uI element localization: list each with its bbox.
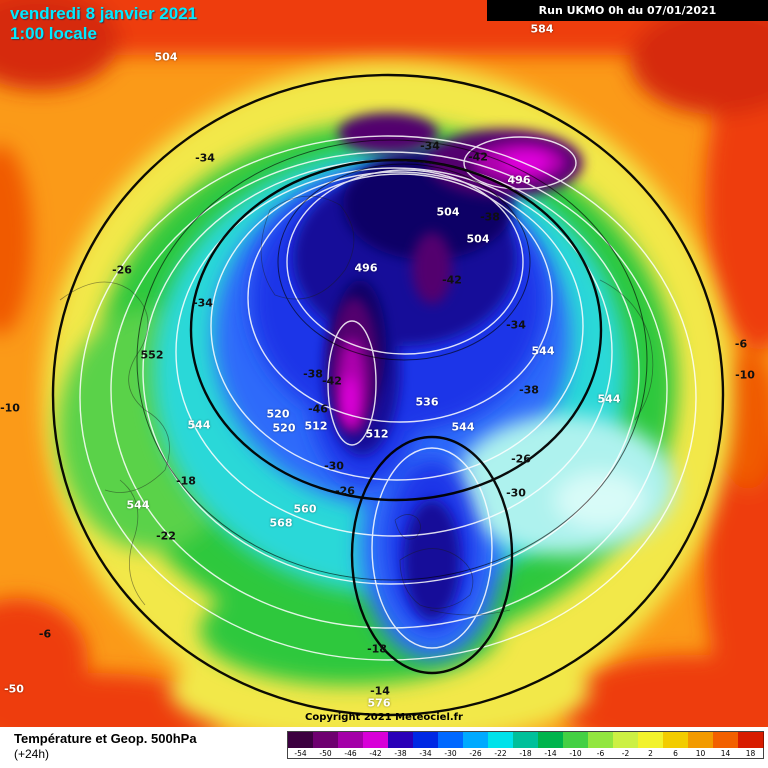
scale-swatch (662, 732, 689, 748)
map-header: vendredi 8 janvier 2021 1:00 locale (10, 4, 197, 43)
map-canvas: 504 584 -34 -34 -42 496 504 -38 504 -26 496 -42 -34-… (0, 0, 768, 728)
scale-value: -38 (394, 749, 407, 758)
scale-swatch (487, 732, 514, 748)
scale-value: -22 (494, 749, 507, 758)
scale-swatch (537, 732, 564, 748)
scale-segment: -22 (487, 732, 514, 758)
scale-swatch (612, 732, 639, 748)
scale-swatch (687, 732, 714, 748)
scale-value: -2 (621, 749, 630, 758)
scale-value: 2 (648, 749, 653, 758)
scale-segment: -34 (412, 732, 439, 758)
scale-value: -42 (369, 749, 382, 758)
scale-segment: 14 (712, 732, 739, 758)
scale-swatch (587, 732, 614, 748)
scale-segment: 2 (637, 732, 664, 758)
scale-segment: -38 (387, 732, 414, 758)
scale-segment: -6 (587, 732, 614, 758)
scale-swatch (462, 732, 489, 748)
scale-value: -50 (319, 749, 332, 758)
scale-value: -10 (569, 749, 582, 758)
legend-text-block: Température et Geop. 500hPa (+24h) (0, 727, 197, 762)
scale-swatch (437, 732, 464, 748)
scale-segment: -42 (362, 732, 389, 758)
scale-segment: -26 (462, 732, 489, 758)
date-text: vendredi 8 janvier 2021 (10, 4, 198, 23)
color-scale: -54 -50 -46 -42 -38 -34 -30 -26 -22 -18 -14 -10 -6 -2… (287, 731, 764, 759)
scale-value: 18 (745, 749, 756, 758)
scale-swatch (337, 732, 364, 748)
scale-segment: -46 (337, 732, 364, 758)
scale-value: -14 (544, 749, 557, 758)
scale-swatch (737, 732, 764, 748)
scale-segment: -10 (562, 732, 589, 758)
scale-value: -46 (344, 749, 357, 758)
scale-value: 14 (720, 749, 731, 758)
scale-segment: -30 (437, 732, 464, 758)
scale-swatch (362, 732, 389, 748)
scale-value: -54 (294, 749, 307, 758)
scale-value: -18 (519, 749, 532, 758)
scale-swatch (562, 732, 589, 748)
scale-swatch (637, 732, 664, 748)
scale-segment: 6 (662, 732, 689, 758)
scale-value: -6 (596, 749, 605, 758)
scale-segment: -50 (312, 732, 339, 758)
legend-bar: Température et Geop. 500hPa (+24h) -54 -5… (0, 727, 768, 768)
scale-segment: -2 (612, 732, 639, 758)
scale-segment: -54 (287, 732, 314, 758)
scale-value: -26 (469, 749, 482, 758)
scale-segment: -18 (512, 732, 539, 758)
scale-segment: 10 (687, 732, 714, 758)
scale-segment: 18 (737, 732, 764, 758)
scale-swatch (412, 732, 439, 748)
legend-subtitle: (+24h) (14, 747, 50, 762)
scale-value: 10 (695, 749, 706, 758)
time-text: 1:00 locale (10, 23, 97, 43)
run-info-box: Run UKMO 0h du 07/01/2021 (487, 0, 768, 21)
scale-swatch (287, 732, 314, 748)
copyright-text: Copyright 2021 Meteociel.fr (305, 712, 463, 723)
scale-swatch (712, 732, 739, 748)
scale-value: -34 (419, 749, 432, 758)
scale-swatch (512, 732, 539, 748)
scale-segment: -14 (537, 732, 564, 758)
temperature-field-art (0, 0, 768, 727)
scale-swatch (312, 732, 339, 748)
scale-swatch (387, 732, 414, 748)
scale-value: 6 (673, 749, 678, 758)
legend-title: Température et Geop. 500hPa (14, 731, 197, 746)
scale-value: -30 (444, 749, 457, 758)
